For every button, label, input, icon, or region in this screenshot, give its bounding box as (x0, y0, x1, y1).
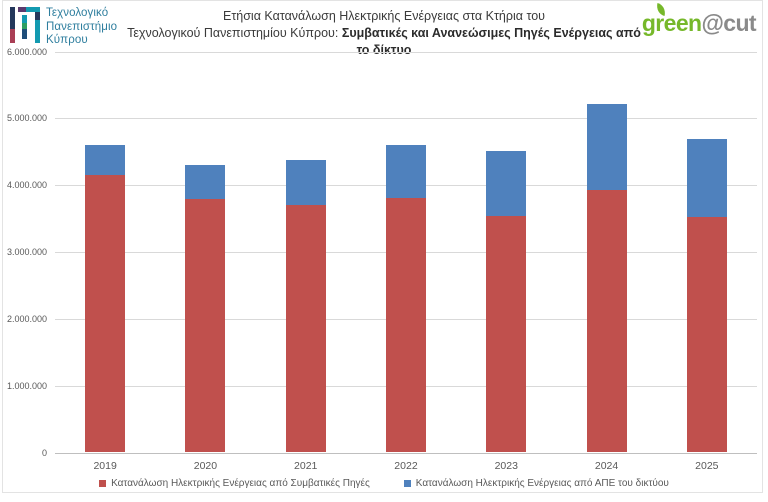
gridline (55, 118, 757, 120)
y-axis-tick-label: 6.000.000 (6, 46, 47, 57)
bar-segment-2020-series1 (185, 164, 226, 199)
bar-segment-2023-series0 (486, 216, 527, 452)
chart-title-line1: Ετήσια Κατανάλωση Ηλεκτρικής Ενέργειας σ… (222, 9, 545, 23)
y-axis-tick-label: 1.000.000 (6, 380, 47, 391)
legend-item-1: Κατανάλωση Ηλεκτρικής Ενέργειας από ΑΠΕ … (403, 478, 669, 489)
legend: Κατανάλωση Ηλεκτρικής Ενέργειας από Συμβ… (0, 478, 768, 489)
bar-2020 (185, 164, 226, 452)
bar-2021 (285, 159, 326, 452)
chart-title-line2: Τεχνολογικού Πανεπιστημίου Κύπρου: Συμβα… (120, 25, 648, 59)
bar-segment-2021-series1 (285, 159, 326, 205)
legend-label: Κατανάλωση Ηλεκτρικής Ενέργειας από Συμβ… (111, 478, 370, 489)
y-axis-tick-label: 3.000.000 (6, 247, 47, 257)
x-axis-label: 2023 (494, 460, 518, 472)
x-axis-label: 2024 (594, 460, 619, 472)
chart-title: Ετήσια Κατανάλωση Ηλεκτρικής Ενέργειας σ… (120, 8, 648, 59)
x-axis-line (55, 453, 757, 454)
bar-segment-2025-series1 (686, 139, 727, 217)
y-axis-tick-label: 4.000.000 (6, 180, 47, 191)
bar-2022 (386, 144, 426, 452)
cut-logo-text: Τεχνολογικό Πανεπιστήμιο Κύπρου (46, 7, 117, 48)
bar-segment-2022-series0 (386, 198, 426, 452)
x-axis-label: 2022 (394, 460, 418, 472)
x-axis-label: 2020 (193, 460, 218, 472)
cut-logo-line3: Κύπρου (46, 34, 88, 46)
y-axis-tick-label: 0 (41, 447, 47, 458)
bar-segment-2024-series0 (586, 190, 627, 452)
chart-title-line2-bold: Συμβατικές και Ανανεώσιμες Πηγές Ενέργει… (341, 26, 641, 57)
bar-segment-2020-series0 (185, 198, 226, 452)
bar-segment-2023-series1 (486, 150, 527, 217)
bar-segment-2019-series1 (85, 144, 126, 175)
legend-item-0: Κατανάλωση Ηλεκτρικής Ενέργειας από Συμβ… (99, 478, 370, 489)
bar-2025 (686, 139, 727, 452)
plot-area: 0 1.000.000 2.000.000 3.000.000 4.000.000 5.0… (7, 47, 757, 472)
cut-logo-icon (10, 7, 40, 43)
greencut-green-text: green (641, 10, 702, 36)
greencut-cut-text: @cut (701, 10, 756, 36)
bar-segment-2024-series1 (586, 104, 627, 191)
bar-segment-2025-series0 (686, 216, 727, 452)
x-axis-label: 2019 (93, 460, 117, 472)
bar-2023 (486, 150, 527, 452)
legend-swatch (403, 480, 411, 487)
bar-segment-2019-series0 (85, 174, 126, 452)
legend-label: Κατανάλωση Ηλεκτρικής Ενέργειας από ΑΠΕ … (415, 478, 669, 489)
x-axis-label: 2025 (695, 460, 719, 472)
bar-segment-2021-series0 (285, 204, 326, 452)
chart-title-line2-regular: Τεχνολογικού Πανεπιστημίου Κύπρου: (127, 26, 342, 40)
cut-logo-line1: Τεχνολογικό (46, 7, 109, 19)
greencut-logo: green@cut (641, 2, 757, 36)
cut-logo-line2: Πανεπιστήμιο (46, 20, 118, 33)
gridline (55, 51, 757, 53)
bar-segment-2022-series1 (386, 144, 426, 199)
x-axis-label: 2021 (294, 460, 318, 472)
cut-logo: Τεχνολογικό Πανεπιστήμιο Κύπρου (10, 7, 117, 48)
y-axis-tick-label: 2.000.000 (6, 313, 47, 324)
bar-2019 (85, 144, 126, 452)
legend-swatch (99, 480, 107, 487)
bar-2024 (586, 104, 627, 452)
y-axis-tick-label: 5.000.000 (6, 113, 47, 124)
